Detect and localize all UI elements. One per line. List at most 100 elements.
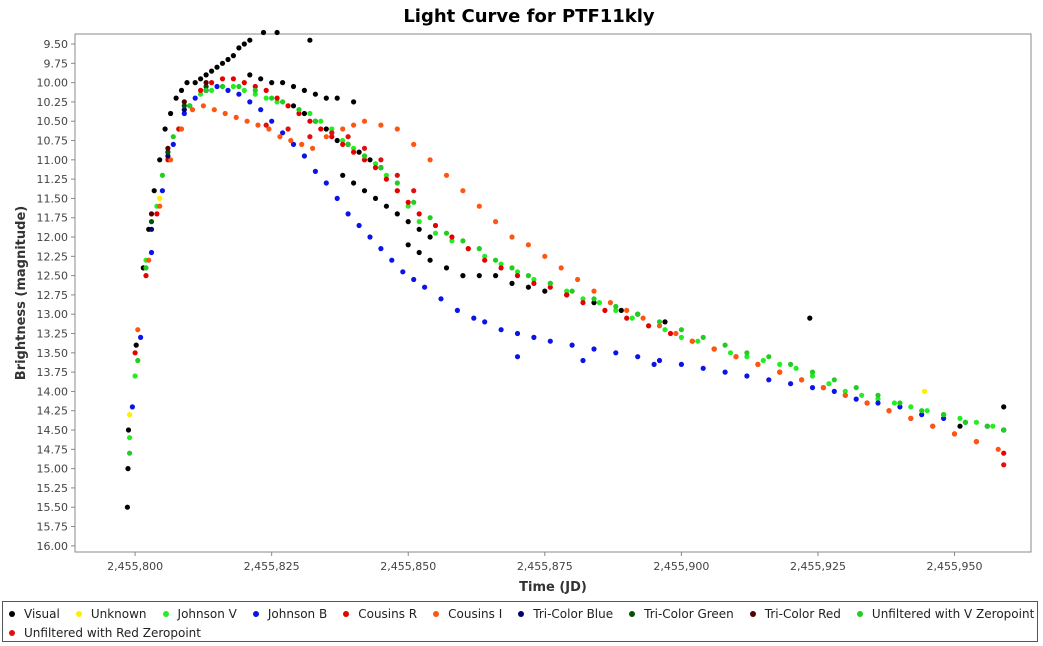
data-point: [509, 280, 515, 286]
data-point: [678, 327, 685, 333]
data-point: [531, 280, 537, 286]
data-point: [323, 126, 329, 132]
data-point: [138, 334, 144, 340]
data-point: [252, 87, 258, 93]
data-point: [394, 180, 400, 186]
x-axis: 2,455,800 2,455,825 2,455,850 2,455,875 2,45…: [107, 552, 983, 573]
data-point: [547, 338, 553, 344]
y-tick-label: 12.00: [37, 231, 69, 244]
y-tick-label: 14.00: [37, 385, 69, 398]
data-point: [127, 412, 133, 418]
legend-label: Johnson V: [177, 607, 237, 621]
data-point: [230, 53, 236, 59]
data-point: [148, 249, 155, 256]
y-tick-label: 11.25: [37, 173, 69, 186]
x-tick-label: 2,455,950: [927, 560, 983, 573]
data-point: [427, 234, 433, 240]
data-point: [345, 141, 351, 147]
data-point: [569, 342, 575, 348]
data-point: [547, 280, 553, 286]
data-point: [225, 87, 231, 93]
series-tri-color-red: [148, 80, 209, 217]
data-point: [580, 357, 586, 364]
data-point: [189, 107, 196, 113]
data-point: [476, 246, 482, 252]
data-point: [209, 87, 215, 93]
legend-label: Johnson B: [267, 607, 328, 621]
data-point: [378, 165, 384, 171]
data-point: [476, 203, 482, 209]
data-point: [132, 350, 138, 356]
data-point: [323, 134, 329, 140]
data-point: [378, 157, 384, 163]
data-point: [591, 346, 597, 352]
data-point: [498, 327, 504, 333]
legend-marker-icon: [9, 611, 15, 617]
data-point: [143, 265, 149, 271]
data-point: [908, 404, 914, 410]
data-point: [345, 134, 351, 140]
data-point: [454, 307, 460, 313]
y-tick-label: 15.25: [37, 482, 69, 495]
data-point: [673, 330, 679, 337]
data-point: [547, 284, 553, 290]
data-point: [493, 257, 499, 263]
data-point: [307, 110, 313, 117]
data-point: [125, 466, 131, 472]
legend-item: Cousins I: [433, 607, 502, 621]
data-point: [831, 377, 837, 383]
data-point: [127, 435, 133, 441]
data-point: [531, 334, 537, 340]
data-point: [826, 381, 832, 387]
data-point: [361, 157, 368, 163]
y-tick-label: 14.75: [37, 443, 69, 456]
data-point: [394, 188, 400, 194]
legend-label: Visual: [24, 607, 60, 621]
legend-label: Tri-Color Red: [764, 607, 841, 621]
data-point: [389, 257, 395, 263]
data-point: [624, 315, 630, 321]
x-tick-label: 2,455,825: [244, 560, 300, 573]
y-tick-label: 11.50: [37, 192, 69, 205]
data-point: [135, 357, 141, 364]
data-point: [241, 80, 247, 86]
y-tick-label: 13.00: [37, 308, 69, 321]
data-point: [602, 307, 608, 313]
data-point: [159, 188, 165, 194]
data-point: [372, 161, 379, 167]
data-point: [405, 219, 411, 225]
data-point: [247, 99, 253, 105]
data-point: [432, 230, 439, 236]
data-point: [613, 307, 619, 313]
series-unfiltered-with-red-zeropoint: [263, 122, 1007, 468]
legend-row: Visual Unknown Johnson V Johnson B Cousins R…: [9, 605, 1043, 623]
data-point: [411, 276, 417, 283]
data-point: [173, 95, 179, 101]
data-point: [476, 273, 482, 279]
data-point: [125, 427, 132, 433]
data-point: [178, 87, 185, 93]
data-point: [192, 95, 198, 101]
y-tick-label: 12.50: [37, 270, 69, 283]
data-point: [482, 257, 488, 263]
data-point: [460, 188, 466, 194]
data-point: [274, 99, 280, 105]
x-tick-label: 2,455,800: [107, 560, 163, 573]
data-point: [607, 300, 614, 306]
data-point: [514, 273, 521, 279]
data-point: [159, 172, 165, 178]
data-point: [230, 83, 236, 90]
data-point: [842, 388, 848, 394]
y-tick-label: 10.00: [37, 77, 69, 90]
data-point: [525, 273, 532, 279]
data-point: [962, 419, 969, 425]
y-tick-label: 12.25: [37, 250, 69, 263]
data-point: [656, 319, 663, 325]
data-point: [165, 145, 171, 151]
data-point: [443, 265, 450, 271]
data-point: [301, 110, 307, 117]
data-point: [244, 118, 250, 124]
x-tick-label: 2,455,900: [653, 560, 709, 573]
data-point: [252, 83, 258, 90]
data-point: [460, 238, 466, 244]
